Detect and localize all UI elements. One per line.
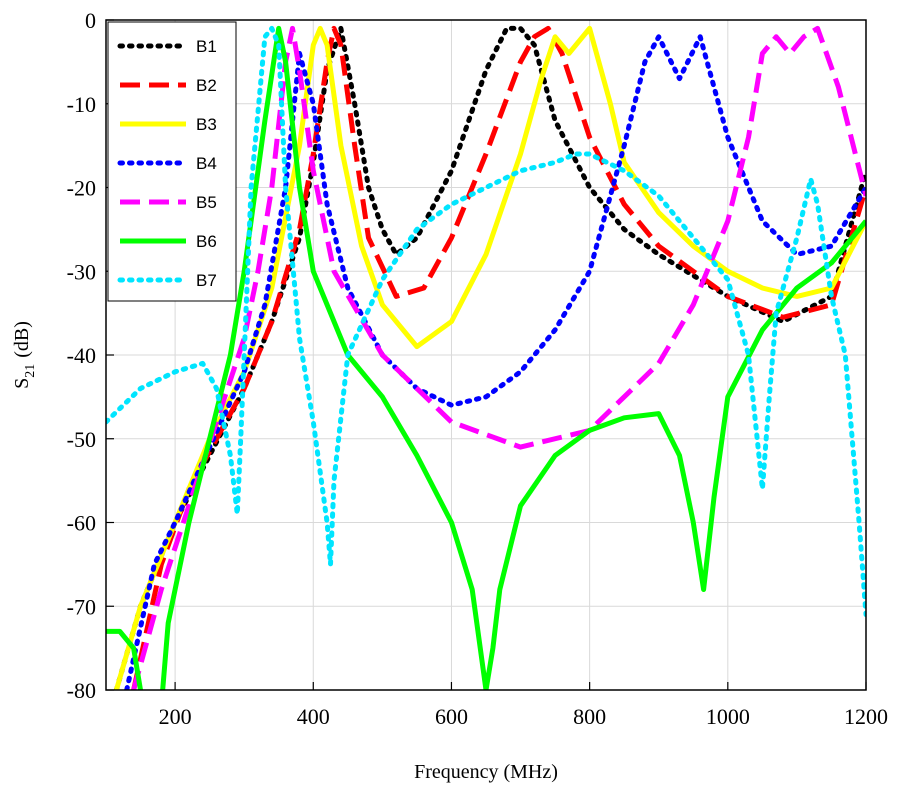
- series-line-b3: [113, 25, 866, 690]
- legend-label: B4: [196, 154, 217, 173]
- x-tick-labels: 200 400 600 800 1000 1200: [159, 682, 888, 729]
- y-tick-label: -30: [67, 259, 96, 284]
- y-tick-label: 0: [85, 8, 96, 33]
- y-tick-label: -70: [67, 594, 96, 619]
- x-tick-label: 1200: [844, 704, 888, 729]
- y-tick-label: -50: [67, 427, 96, 452]
- series-lines: [106, 25, 866, 690]
- y-axis-title-main: S: [11, 378, 33, 389]
- x-tick-label: 200: [159, 704, 192, 729]
- y-tick-label: -10: [67, 92, 96, 117]
- legend-label: B1: [196, 37, 217, 56]
- y-axis-title-subscript: 21: [23, 364, 38, 378]
- series-line-b7: [106, 25, 866, 618]
- x-tick-label: 1000: [706, 704, 750, 729]
- y-tick-label: -40: [67, 343, 96, 368]
- y-axis-title-unit: (dB): [11, 321, 33, 358]
- legend-label: B3: [196, 115, 217, 134]
- x-tick-label: 800: [573, 704, 606, 729]
- legend-label: B6: [196, 232, 217, 251]
- y-axis-title: S21 (dB): [11, 321, 38, 389]
- x-tick-label: 600: [435, 704, 468, 729]
- series-line-b4: [124, 34, 866, 690]
- y-tick-labels: 0 -10 -20 -30 -40 -50 -60 -70 -80: [67, 8, 114, 703]
- legend-label: B2: [196, 76, 217, 95]
- y-tick-label: -60: [67, 511, 96, 536]
- series-line-b6: [106, 25, 866, 690]
- legend-label: B7: [196, 271, 217, 290]
- legend: B1 B2 B3 B4 B5 B6 B7: [107, 21, 237, 302]
- x-axis-title: Frequency (MHz): [414, 761, 558, 783]
- series-line-b2: [131, 25, 866, 690]
- legend-label: B5: [196, 193, 217, 212]
- y-tick-label: -80: [67, 678, 96, 703]
- x-tick-label: 400: [297, 704, 330, 729]
- y-tick-label: -20: [67, 176, 96, 201]
- series-line-b5: [131, 25, 866, 690]
